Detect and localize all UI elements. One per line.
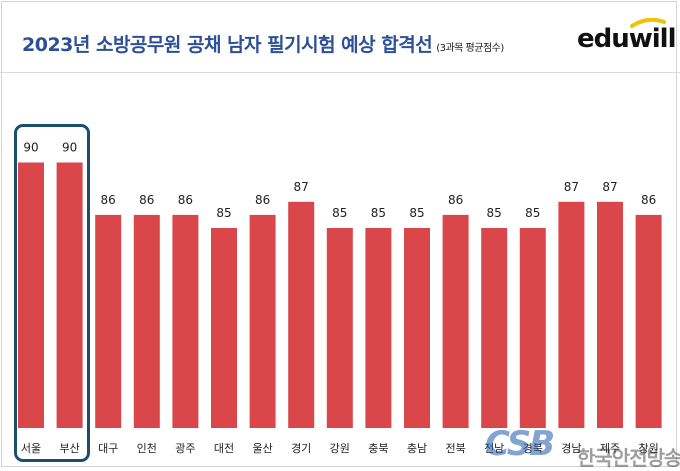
- value-label-경기: 87: [294, 180, 309, 194]
- bar-부산: [56, 162, 83, 428]
- value-label-제주: 87: [602, 180, 617, 194]
- value-label-광주: 86: [178, 193, 193, 207]
- value-label-서울: 90: [23, 141, 38, 155]
- chart-subtitle: (3과목 평균점수): [436, 43, 504, 54]
- value-label-전남: 85: [487, 206, 502, 220]
- csb-watermark-text: 한국안전방송: [577, 446, 680, 470]
- bar-충남: [404, 228, 430, 428]
- category-label-창원: 창원: [638, 442, 658, 455]
- category-label-대구: 대구: [98, 442, 118, 455]
- value-label-경남: 87: [564, 180, 579, 194]
- csb-watermark-logo: CSB: [485, 424, 555, 464]
- csb-watermark: CSB 한국안전방송: [485, 424, 680, 470]
- category-label-전북: 전북: [445, 442, 465, 455]
- value-label-부산: 90: [62, 141, 77, 155]
- bar-서울: [18, 162, 44, 428]
- category-label-충남: 충남: [407, 442, 427, 455]
- value-label-경북: 85: [525, 206, 540, 220]
- eduwill-logo-mark-icon: [630, 18, 666, 28]
- value-label-울산: 86: [255, 193, 270, 207]
- bar-창원: [635, 214, 662, 428]
- value-label-전북: 86: [448, 193, 463, 207]
- category-label-서울: 서울: [21, 442, 41, 455]
- bar-대구: [95, 214, 122, 428]
- category-label-부산: 부산: [59, 442, 79, 455]
- bar-대전: [211, 228, 237, 428]
- category-label-경기: 경기: [291, 442, 311, 455]
- value-label-대구: 86: [101, 193, 116, 207]
- bar-제주: [597, 201, 623, 428]
- category-label-제주: 제주: [600, 442, 620, 455]
- category-label-인천: 인천: [137, 441, 157, 455]
- category-label-전남: 전남: [484, 442, 504, 455]
- value-label-인천: 86: [139, 193, 154, 207]
- bar-경북: [519, 228, 546, 428]
- value-label-강원: 85: [332, 206, 347, 220]
- category-label-충북: 충북: [368, 442, 388, 455]
- value-label-충남: 85: [409, 206, 424, 220]
- value-label-충북: 85: [371, 206, 386, 220]
- category-label-경북: 경북: [523, 442, 543, 455]
- bar-경남: [558, 201, 585, 428]
- category-label-경남: 경남: [561, 442, 581, 455]
- title-divider: [0, 72, 680, 73]
- chart-title: 2023년 소방공무원 공채 남자 필기시험 예상 합격선 (3과목 평균점수): [22, 30, 504, 57]
- value-label-창원: 86: [641, 193, 656, 207]
- eduwill-logo: eduwill: [577, 24, 677, 54]
- category-label-광주: 광주: [175, 442, 195, 455]
- category-label-대전: 대전: [214, 442, 234, 455]
- highlight-box-seoul-busan: [14, 124, 90, 462]
- value-label-대전: 85: [216, 206, 231, 220]
- bar-전남: [481, 228, 508, 428]
- category-label-강원: 강원: [330, 442, 350, 455]
- bar-전북: [442, 214, 469, 428]
- bar-충북: [365, 228, 392, 428]
- bar-강원: [326, 228, 353, 428]
- bar-광주: [172, 214, 199, 428]
- chart-title-text: 2023년 소방공무원 공채 남자 필기시험 예상 합격선: [22, 34, 433, 56]
- bar-인천: [133, 214, 160, 428]
- bar-경기: [288, 201, 315, 428]
- bar-울산: [249, 214, 276, 428]
- category-label-울산: 울산: [252, 442, 272, 455]
